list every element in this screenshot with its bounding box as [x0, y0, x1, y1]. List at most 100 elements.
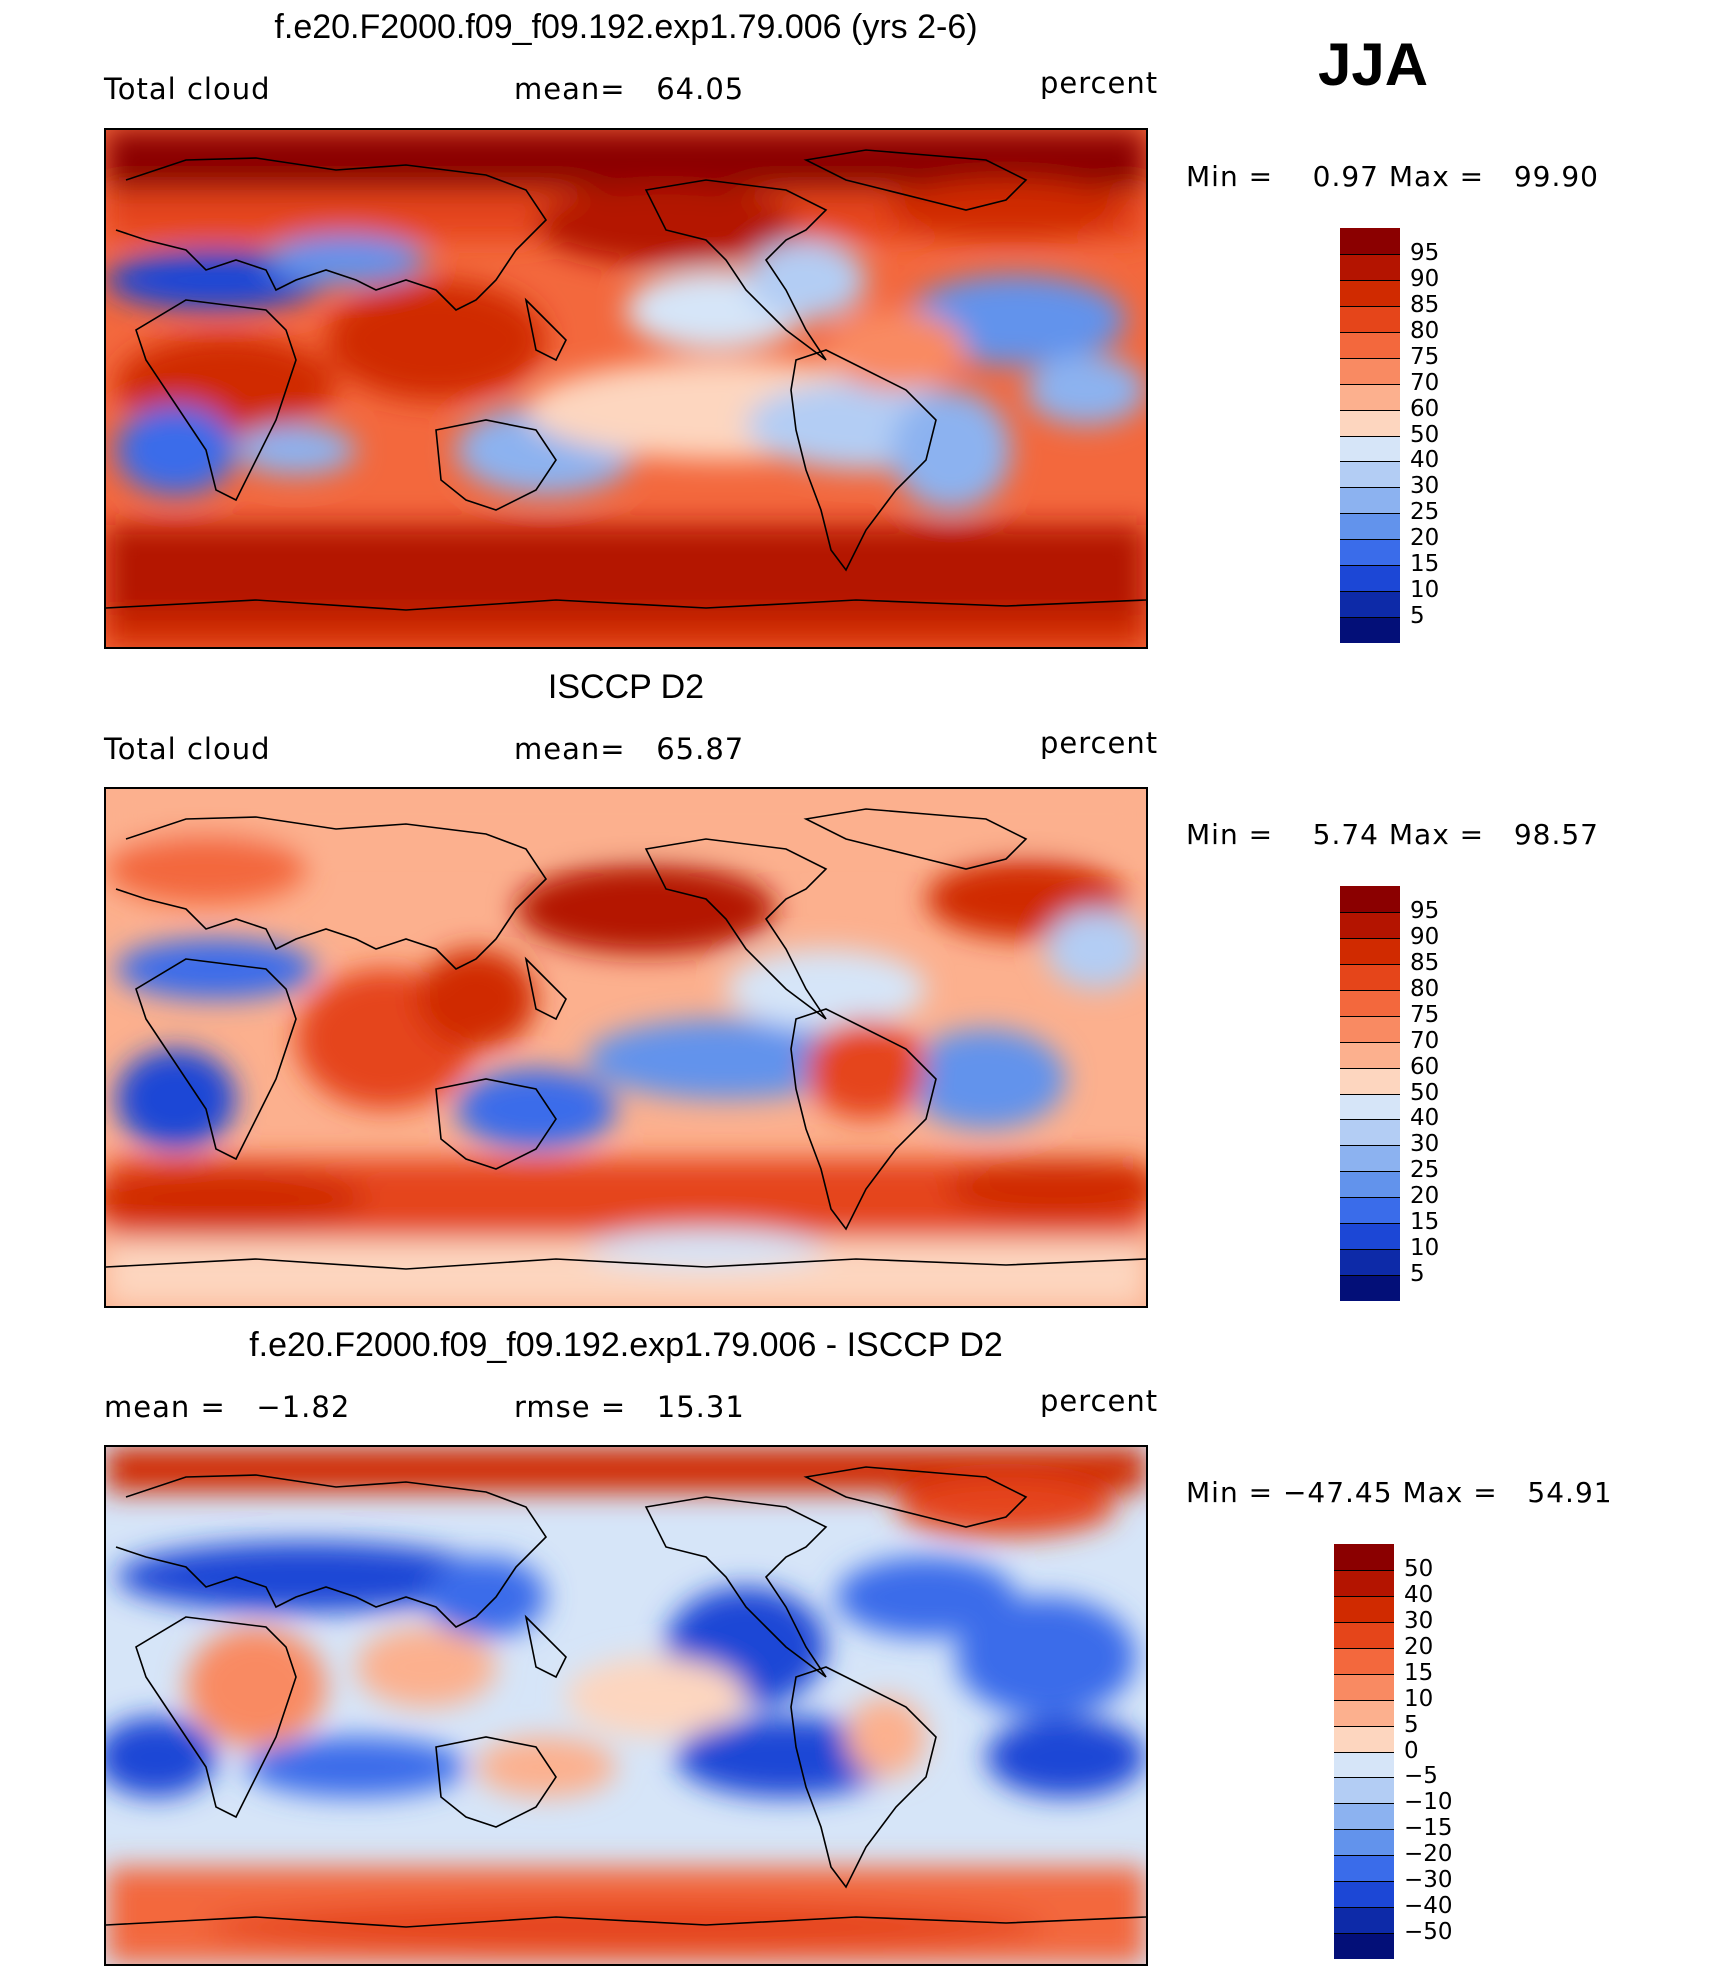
- panel-3-colorbar-tick-label: −40: [1404, 1893, 1453, 1920]
- panel-1-colorbar-tick-label: 30: [1410, 473, 1440, 500]
- panel-1-colorbar-tick-label: 70: [1410, 369, 1440, 396]
- panel-2-map-svg: [106, 789, 1146, 1306]
- panel-1-colorbar-tick-label: 15: [1410, 551, 1440, 578]
- panel-3-units-label: percent: [1040, 1384, 1159, 1418]
- panel-2-mean-label: mean= 65.87: [514, 732, 745, 766]
- panel-2-colorbar-swatch: [1340, 937, 1400, 964]
- panel-2-map: [104, 787, 1148, 1308]
- panel-3-mean-label: mean = −1.82: [104, 1390, 351, 1424]
- panel-3-colorbar-swatch: [1334, 1829, 1394, 1856]
- panel-3-colorbar-tick-label: −15: [1404, 1815, 1453, 1842]
- panel-1-colorbar-swatch: [1340, 253, 1400, 280]
- panel-2-title: ISCCP D2: [547, 668, 705, 706]
- panel-3-map: [104, 1445, 1148, 1966]
- panel-1-title: f.e20.F2000.f09_f09.192.exp1.79.006 (yrs…: [274, 8, 978, 46]
- panel-3-colorbar-swatch: [1334, 1544, 1394, 1570]
- panel-3-colorbar-swatch: [1334, 1595, 1394, 1622]
- panel-3-minmax: Min = −47.45 Max = 54.91: [1186, 1476, 1613, 1509]
- panel-3-colorbar: 50 40 30 20 15 10 5 0 −5 −10 −15 −20 −30 −40 −50: [1334, 1544, 1453, 1959]
- panel-1-colorbar-tick-label: 5: [1410, 603, 1425, 630]
- panel-2-colorbar-tick-label: 20: [1410, 1183, 1440, 1210]
- panel-1-colorbar-swatch: [1340, 513, 1400, 540]
- panel-2-colorbar-tick-label: 90: [1410, 923, 1440, 950]
- panel-2-colorbar-swatch: [1340, 886, 1400, 912]
- panel-3-colorbar-swatch: [1334, 1751, 1394, 1778]
- panel-2-colorbar-tick-label: 25: [1410, 1157, 1440, 1184]
- panel-1-colorbar-swatch: [1340, 487, 1400, 514]
- panel-1-colorbar-swatch: [1340, 305, 1400, 332]
- panel-1-map-svg: [106, 130, 1146, 647]
- panel-1-map: [104, 128, 1148, 649]
- panel-2-colorbar-tick-label: 60: [1410, 1053, 1440, 1080]
- panel-3-colorbar-swatch: [1334, 1803, 1394, 1830]
- panel-1-colorbar-tick-label: 80: [1410, 317, 1440, 344]
- panel-2-colorbar-swatch: [1340, 1067, 1400, 1094]
- panel-2-coastlines: [106, 808, 1146, 1270]
- panel-2-colorbar-swatch: [1340, 1093, 1400, 1120]
- panel-1-colorbar-swatch: [1340, 591, 1400, 618]
- panel-2-colorbar-swatch: [1340, 1015, 1400, 1042]
- panel-3-colorbar-swatch: [1334, 1777, 1394, 1804]
- panel-1-colorbar-swatch: [1340, 539, 1400, 566]
- panel-3-colorbar-swatch: [1334, 1647, 1394, 1674]
- panel-1-colorbar-swatch: [1340, 331, 1400, 358]
- panel-2-colorbar-swatch: [1340, 1223, 1400, 1250]
- panel-3-colorbar-tick-label: −10: [1404, 1789, 1453, 1816]
- panel-3-map-svg: [106, 1447, 1146, 1964]
- panel-2-field-label: Total cloud: [104, 732, 271, 766]
- panel-2-colorbar-tick-label: 15: [1410, 1209, 1440, 1236]
- panel-1-colorbar-swatch: [1340, 383, 1400, 410]
- panel-3-colorbar-swatch: [1334, 1881, 1394, 1908]
- panel-2-colorbar-swatch: [1340, 1197, 1400, 1224]
- panel-2-colorbar-tick-label: 85: [1410, 949, 1440, 976]
- panel-3-colorbar-tick-label: 5: [1404, 1711, 1419, 1738]
- panel-2-colorbar-tick-label: 50: [1410, 1079, 1440, 1106]
- panel-3-colorbar-tick-label: −20: [1404, 1841, 1453, 1868]
- panel-2-colorbar-swatch: [1340, 911, 1400, 938]
- panel-3-rmse-label: rmse = 15.31: [514, 1390, 745, 1424]
- panel-3-title: f.e20.F2000.f09_f09.192.exp1.79.006 - IS…: [249, 1326, 1003, 1364]
- panel-1-coastlines: [106, 149, 1146, 611]
- panel-1-colorbar-tick-label: 90: [1410, 265, 1440, 292]
- panel-2-colorbar-swatch: [1340, 963, 1400, 990]
- panel-1-colorbar-swatch: [1340, 228, 1400, 254]
- panel-2-colorbar-swatch: [1340, 1171, 1400, 1198]
- panel-1-colorbar-tick-label: 75: [1410, 343, 1440, 370]
- panel-2-colorbar-swatch: [1340, 1145, 1400, 1172]
- panel-1-colorbar-swatch: [1340, 461, 1400, 488]
- panel-1-colorbar-tick-label: 85: [1410, 291, 1440, 318]
- panel-1-colorbar-swatch: [1340, 435, 1400, 462]
- panel-1-colorbar-tick-label: 25: [1410, 499, 1440, 526]
- panel-2-colorbar-swatch: [1340, 1041, 1400, 1068]
- panel-1-colorbar-tick-label: 40: [1410, 447, 1440, 474]
- panel-1-colorbar-swatch: [1340, 409, 1400, 436]
- panel-3-colorbar-tick-label: −5: [1404, 1763, 1438, 1790]
- panel-2-colorbar-tick-label: 75: [1410, 1001, 1440, 1028]
- panel-3-colorbar-swatch: [1334, 1699, 1394, 1726]
- panel-1-colorbar-tick-label: 20: [1410, 525, 1440, 552]
- panel-2-colorbar-tick-label: 80: [1410, 975, 1440, 1002]
- panel-1-colorbar-swatch: [1340, 617, 1400, 643]
- panel-2-colorbar-tick-label: 10: [1410, 1235, 1440, 1262]
- panel-3-colorbar-tick-label: 15: [1404, 1659, 1434, 1686]
- panel-1-colorbar-swatch: [1340, 279, 1400, 306]
- panel-1-units-label: percent: [1040, 66, 1159, 100]
- panel-2-colorbar-tick-label: 40: [1410, 1105, 1440, 1132]
- panel-2-colorbar-tick-label: 95: [1410, 897, 1440, 924]
- panel-2-colorbar-swatch: [1340, 989, 1400, 1016]
- panel-2-minmax: Min = 5.74 Max = 98.57: [1186, 818, 1599, 851]
- panel-3-coastlines: [106, 1466, 1146, 1928]
- panel-3-colorbar-tick-label: 40: [1404, 1581, 1434, 1608]
- panel-3-colorbar-swatch: [1334, 1933, 1394, 1959]
- panel-3-colorbar-tick-label: −30: [1404, 1867, 1453, 1894]
- panel-1-colorbar-tick-label: 95: [1410, 239, 1440, 266]
- panel-3-colorbar-tick-label: 30: [1404, 1607, 1434, 1634]
- season-label: JJA: [1318, 31, 1429, 98]
- panel-2-colorbar-swatch: [1340, 1119, 1400, 1146]
- panel-3-colorbar-tick-label: 20: [1404, 1633, 1434, 1660]
- panel-3-colorbar-swatch: [1334, 1855, 1394, 1882]
- panel-1-colorbar-swatch: [1340, 565, 1400, 592]
- panel-3-colorbar-tick-label: −50: [1404, 1919, 1453, 1946]
- panel-3-colorbar-tick-label: 0: [1404, 1737, 1419, 1764]
- panel-1-colorbar-tick-label: 60: [1410, 395, 1440, 422]
